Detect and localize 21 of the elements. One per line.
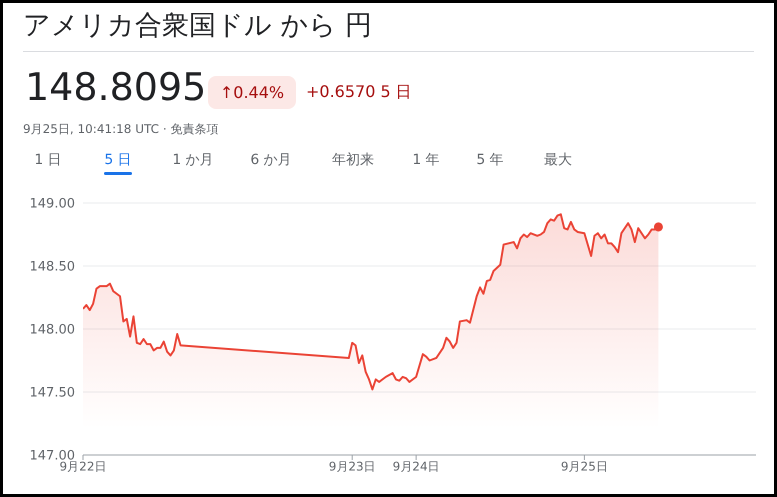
y-tick-label: 147.50: [30, 386, 75, 401]
text: 最大: [543, 151, 573, 169]
chart-title: アメリカ合衆国ドル から 円: [23, 9, 372, 43]
x-tick-label: 9月23日: [328, 460, 376, 474]
y-tick-label: 149.00: [30, 196, 75, 212]
y-tick-label: 148.00: [30, 322, 75, 338]
text: 1 年: [411, 151, 441, 169]
text: 1 日: [33, 151, 63, 169]
text: +0.6570 5 日: [306, 82, 412, 103]
text: 5 日: [103, 151, 133, 169]
text: 9月25日, 10:41:18 UTC · 免責条項: [23, 121, 218, 138]
text: 148.8095: [25, 65, 206, 109]
text: 6 か月: [249, 151, 293, 169]
x-tick-label: 9月24日: [392, 460, 440, 474]
x-tick-label: 9月22日: [60, 460, 106, 474]
text: 1 か月: [171, 151, 215, 169]
x-tick-label: 9月25日: [560, 460, 608, 474]
y-tick-label: 148.50: [30, 260, 75, 275]
text: ↑0.44%: [208, 76, 296, 109]
text: 5 年: [475, 151, 505, 169]
text: 年初来: [331, 151, 375, 169]
